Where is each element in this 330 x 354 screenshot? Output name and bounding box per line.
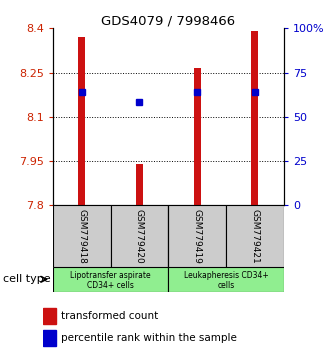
Text: GSM779418: GSM779418 [77, 209, 86, 264]
Text: GSM779420: GSM779420 [135, 209, 144, 264]
Bar [111, 205, 168, 267]
Text: cell type: cell type [3, 274, 51, 284]
Bar [168, 205, 226, 267]
Bar [251, 31, 258, 205]
Text: CD34+ cells: CD34+ cells [87, 281, 134, 290]
Text: cells: cells [217, 281, 235, 290]
Bar [53, 205, 111, 267]
Bar [194, 68, 201, 205]
Bar [43, 308, 55, 324]
Bar [78, 37, 85, 205]
Text: transformed count: transformed count [61, 311, 158, 321]
Text: GSM779421: GSM779421 [250, 209, 259, 264]
Text: percentile rank within the sample: percentile rank within the sample [61, 333, 237, 343]
Text: Lipotransfer aspirate: Lipotransfer aspirate [70, 271, 151, 280]
Bar [43, 330, 55, 346]
Text: Leukapheresis CD34+: Leukapheresis CD34+ [184, 271, 268, 280]
Title: GDS4079 / 7998466: GDS4079 / 7998466 [101, 14, 235, 27]
Bar [53, 267, 168, 292]
Bar [136, 164, 143, 205]
Bar [168, 267, 284, 292]
Text: GSM779419: GSM779419 [193, 209, 202, 264]
Bar [226, 205, 284, 267]
